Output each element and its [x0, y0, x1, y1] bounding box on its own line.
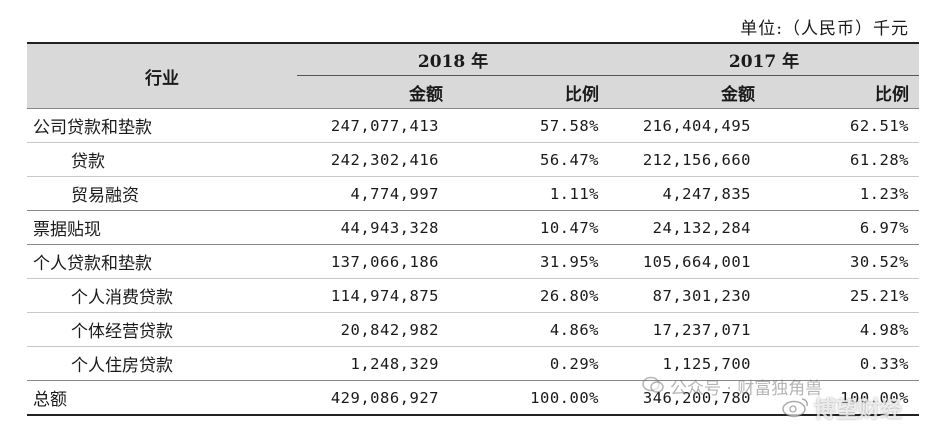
row-label: 公司贷款和垫款	[27, 108, 297, 143]
table-row: 公司贷款和垫款 247,077,413 57.58% 216,404,495 6…	[27, 108, 919, 143]
row-label: 个体经营贷款	[27, 312, 297, 347]
header-industry: 行业	[27, 42, 297, 109]
ratio-2017: 0.33%	[761, 346, 919, 381]
row-label: 贸易融资	[27, 176, 297, 211]
amount-2018: 1,248,329	[297, 346, 449, 381]
header-year-2017: 2017 年	[609, 42, 919, 76]
row-label: 票据贴现	[27, 210, 297, 245]
table-row: 个体经营贷款 20,842,982 4.86% 17,237,071 4.98%	[27, 312, 919, 347]
ratio-2017: 4.98%	[761, 312, 919, 347]
amount-2017: 346,200,780	[609, 380, 761, 416]
amount-2017: 1,125,700	[609, 346, 761, 381]
ratio-2018: 0.29%	[449, 346, 609, 381]
amount-2017: 4,247,835	[609, 176, 761, 211]
ratio-2017: 62.51%	[761, 108, 919, 143]
row-label: 个人贷款和垫款	[27, 244, 297, 279]
ratio-2017: 1.23%	[761, 176, 919, 211]
ratio-2018: 1.11%	[449, 176, 609, 211]
row-label: 个人住房贷款	[27, 346, 297, 381]
header-amount-2018: 金额	[297, 75, 449, 109]
row-label: 贷款	[27, 142, 297, 177]
unit-label: 单位:（人民币）千元	[740, 19, 909, 39]
amount-2017: 212,156,660	[609, 142, 761, 177]
amount-2017: 87,301,230	[609, 278, 761, 313]
amount-2018: 4,774,997	[297, 176, 449, 211]
ratio-2017: 25.21%	[761, 278, 919, 313]
amount-2018: 242,302,416	[297, 142, 449, 177]
ratio-2017: 61.28%	[761, 142, 919, 177]
ratio-2018: 31.95%	[449, 244, 609, 279]
ratio-2018: 57.58%	[449, 108, 609, 143]
row-label: 个人消费贷款	[27, 278, 297, 313]
header-ratio-2017: 比例	[761, 75, 919, 109]
amount-2017: 24,132,284	[609, 210, 761, 245]
amount-2017: 216,404,495	[609, 108, 761, 143]
ratio-2018: 10.47%	[449, 210, 609, 245]
ratio-2017: 6.97%	[761, 210, 919, 245]
amount-2018: 137,066,186	[297, 244, 449, 279]
amount-2017: 105,664,001	[609, 244, 761, 279]
amount-2018: 20,842,982	[297, 312, 449, 347]
loan-table: 行业 2018 年 2017 年 金额 比例 金额 比例 公司贷款和垫款 247…	[27, 42, 919, 416]
amount-2018: 114,974,875	[297, 278, 449, 313]
ratio-2017: 30.52%	[761, 244, 919, 279]
amount-2018: 247,077,413	[297, 108, 449, 143]
ratio-2017: 100.00%	[761, 380, 919, 416]
header-ratio-2018: 比例	[449, 75, 609, 109]
header-amount-2017: 金额	[609, 75, 761, 109]
table-row: 个人消费贷款 114,974,875 26.80% 87,301,230 25.…	[27, 278, 919, 313]
header-year-2018: 2018 年	[297, 42, 609, 76]
ratio-2018: 4.86%	[449, 312, 609, 347]
table-row: 个人住房贷款 1,248,329 0.29% 1,125,700 0.33%	[27, 346, 919, 381]
ratio-2018: 26.80%	[449, 278, 609, 313]
amount-2017: 17,237,071	[609, 312, 761, 347]
ratio-2018: 56.47%	[449, 142, 609, 177]
table-row: 贸易融资 4,774,997 1.11% 4,247,835 1.23%	[27, 176, 919, 211]
row-label: 总额	[27, 380, 297, 416]
amount-2018: 44,943,328	[297, 210, 449, 245]
table-row: 个人贷款和垫款 137,066,186 31.95% 105,664,001 3…	[27, 244, 919, 279]
table-row: 票据贴现 44,943,328 10.47% 24,132,284 6.97%	[27, 210, 919, 245]
table-row-total: 总额 429,086,927 100.00% 346,200,780 100.0…	[27, 380, 919, 416]
table-row: 贷款 242,302,416 56.47% 212,156,660 61.28%	[27, 142, 919, 177]
ratio-2018: 100.00%	[449, 380, 609, 416]
amount-2018: 429,086,927	[297, 380, 449, 416]
